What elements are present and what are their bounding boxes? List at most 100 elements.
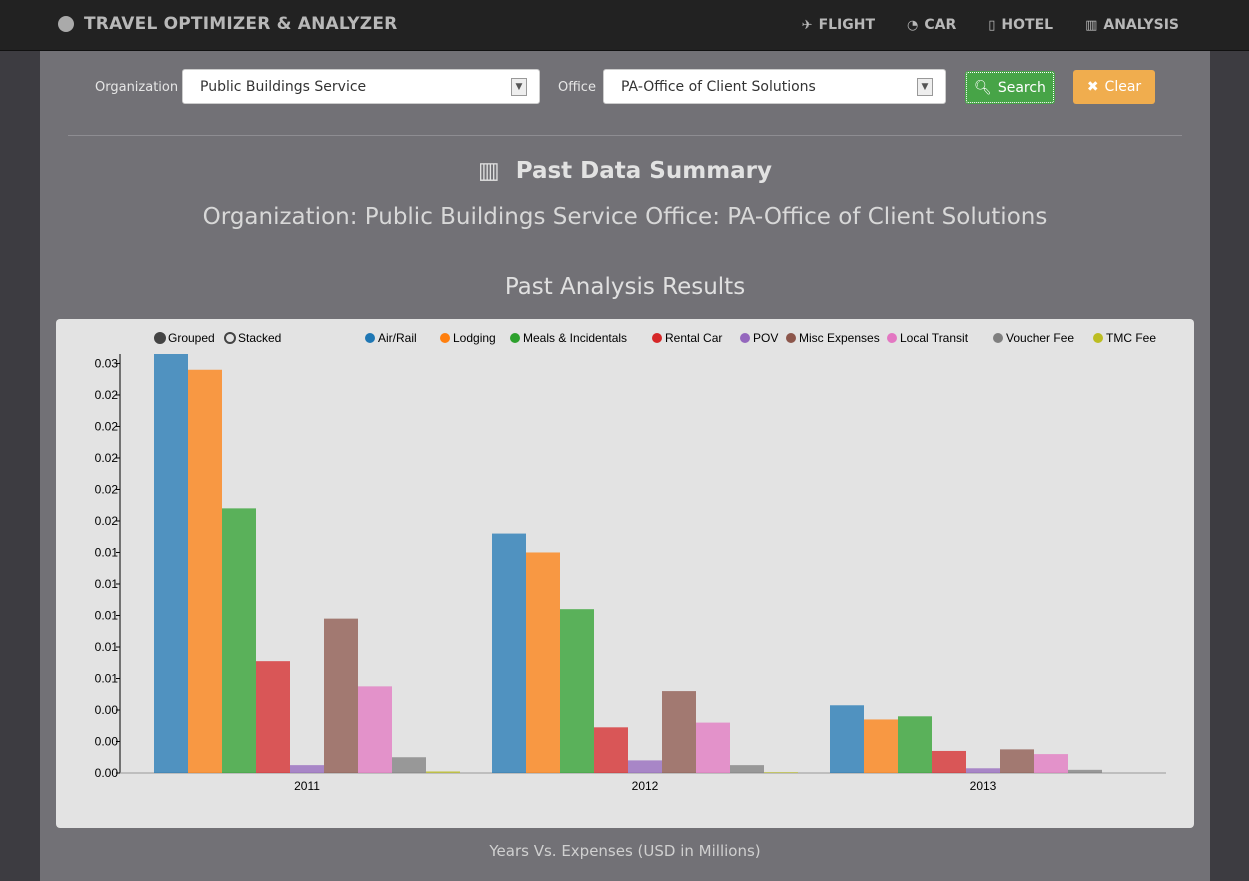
- legend-label[interactable]: Meals & Incidentals: [523, 331, 627, 345]
- legend-dot[interactable]: [993, 333, 1003, 343]
- page-title: ▥ Past Data Summary: [40, 158, 1210, 184]
- title-text: Past Data Summary: [515, 158, 773, 184]
- mode-label[interactable]: Stacked: [238, 331, 281, 345]
- bar-voucher-fee-2011[interactable]: [392, 757, 426, 773]
- results-title: Past Analysis Results: [504, 274, 746, 300]
- y-tick-label: 0.01: [95, 671, 119, 685]
- bar-misc-expenses-2013[interactable]: [1000, 749, 1034, 773]
- nav-flight[interactable]: ✈ FLIGHT: [802, 17, 875, 33]
- nav-label: CAR: [924, 17, 957, 33]
- search-icon: 🔍︎: [974, 79, 992, 96]
- y-tick-label: 0.02: [95, 451, 119, 465]
- legend-label[interactable]: TMC Fee: [1106, 331, 1156, 345]
- nav-analysis[interactable]: ▥ ANALYSIS: [1085, 17, 1179, 33]
- bar-local-transit-2013[interactable]: [1034, 754, 1068, 773]
- nav-car[interactable]: ◔ CAR: [907, 17, 956, 33]
- bar-air-rail-2012[interactable]: [492, 533, 526, 773]
- bar-voucher-fee-2013[interactable]: [1068, 769, 1102, 773]
- bar-chart-icon: ▥: [477, 158, 500, 184]
- brand[interactable]: TRAVEL OPTIMIZER & ANALYZER: [58, 14, 397, 34]
- legend-dot[interactable]: [1093, 333, 1103, 343]
- bar-misc-expenses-2011[interactable]: [324, 618, 358, 773]
- bar-local-transit-2011[interactable]: [358, 686, 392, 773]
- y-tick-label: 0.01: [95, 577, 119, 591]
- legend-dot[interactable]: [365, 333, 375, 343]
- chevron-down-icon: ▼: [511, 78, 527, 96]
- bar-chart: 0.00 0.00 0.00 0.01 0.01 0.01 0.01 0.01 0.02 0.02…: [95, 331, 1166, 793]
- bar-meals-incidentals-2012[interactable]: [560, 609, 594, 773]
- clear-button[interactable]: ✖ Clear: [1073, 70, 1155, 104]
- y-tick-label: 0.00: [95, 703, 119, 717]
- chart-footer: Years Vs. Expenses (USD in Millions): [489, 842, 761, 860]
- bar-rental-car-2011[interactable]: [256, 661, 290, 773]
- legend-label[interactable]: Local Transit: [900, 331, 969, 345]
- nav-label: ANALYSIS: [1103, 17, 1179, 33]
- legend-dot[interactable]: [510, 333, 520, 343]
- y-tick-label: 0.00: [95, 734, 119, 748]
- legend-dot[interactable]: [740, 333, 750, 343]
- office-label: Office: [558, 80, 596, 95]
- bar-lodging-2013[interactable]: [864, 719, 898, 773]
- office-select[interactable]: PA-Office of Client Solutions ▼: [603, 69, 946, 104]
- chevron-down-icon: ▼: [917, 78, 933, 96]
- legend-label[interactable]: Air/Rail: [378, 331, 417, 345]
- y-tick-label: 0.02: [95, 388, 119, 402]
- bar-meals-incidentals-2013[interactable]: [898, 716, 932, 773]
- bar-tmc-fee-2012[interactable]: [764, 772, 798, 773]
- organization-select[interactable]: Public Buildings Service ▼: [182, 69, 540, 104]
- y-tick-label: 0.03: [95, 356, 119, 370]
- nav-menu: ✈ FLIGHT ◔ CAR ▯ HOTEL ▥ ANALYSIS: [802, 17, 1179, 33]
- bar-lodging-2011[interactable]: [188, 369, 222, 773]
- bar-rental-car-2013[interactable]: [932, 750, 966, 773]
- radio-grouped[interactable]: [154, 332, 166, 344]
- legend-label[interactable]: Voucher Fee: [1006, 331, 1074, 345]
- nav-label: HOTEL: [1001, 17, 1054, 33]
- legend-dot[interactable]: [786, 333, 796, 343]
- legend-label[interactable]: Rental Car: [665, 331, 722, 345]
- bar-rental-car-2012[interactable]: [594, 727, 628, 773]
- building-icon: ▯: [988, 17, 996, 33]
- search-label: Search: [997, 79, 1046, 96]
- bar-air-rail-2011[interactable]: [154, 354, 188, 773]
- close-icon: ✖: [1086, 79, 1099, 95]
- nav-hotel[interactable]: ▯ HOTEL: [988, 17, 1053, 33]
- bar-lodging-2012[interactable]: [526, 552, 560, 773]
- bar-pov-2012[interactable]: [628, 760, 662, 773]
- bar-air-rail-2013[interactable]: [830, 705, 864, 773]
- mode-label[interactable]: Grouped: [168, 331, 215, 345]
- x-tick-label: 2012: [632, 779, 659, 793]
- legend-dot[interactable]: [440, 333, 450, 343]
- y-tick-label: 0.00: [95, 766, 119, 780]
- bar-voucher-fee-2012[interactable]: [730, 765, 764, 773]
- clear-label: Clear: [1104, 79, 1142, 95]
- legend-label[interactable]: Misc Expenses: [799, 331, 880, 345]
- bar-pov-2011[interactable]: [290, 765, 324, 773]
- organization-label: Organization: [95, 80, 179, 95]
- globe-icon: [58, 16, 74, 32]
- organization-value: Public Buildings Service: [200, 79, 367, 95]
- bar-chart-icon: ▥: [1085, 17, 1098, 33]
- y-tick-label: 0.02: [95, 514, 119, 528]
- y-tick-label: 0.02: [95, 419, 119, 433]
- legend-label[interactable]: Lodging: [453, 331, 496, 345]
- divider: [68, 135, 1182, 136]
- legend-dot[interactable]: [652, 333, 662, 343]
- nav-label: FLIGHT: [818, 17, 876, 33]
- navbar: TRAVEL OPTIMIZER & ANALYZER ✈ FLIGHT ◔ CAR ▯…: [0, 0, 1249, 51]
- y-tick-label: 0.01: [95, 640, 119, 654]
- search-button[interactable]: 🔍︎ Search: [965, 71, 1055, 104]
- x-tick-label: 2013: [970, 779, 997, 793]
- bar-tmc-fee-2011[interactable]: [426, 771, 460, 773]
- bar-misc-expenses-2012[interactable]: [662, 691, 696, 773]
- y-tick-label: 0.01: [95, 545, 119, 559]
- y-tick-label: 0.01: [95, 608, 119, 622]
- bar-pov-2013[interactable]: [966, 768, 1000, 773]
- y-tick-label: 0.02: [95, 482, 119, 496]
- radio-stacked[interactable]: [224, 332, 236, 344]
- bar-local-transit-2012[interactable]: [696, 722, 730, 773]
- bar-meals-incidentals-2011[interactable]: [222, 508, 256, 773]
- brand-text: TRAVEL OPTIMIZER & ANALYZER: [84, 14, 398, 34]
- chart-container: 0.00 0.00 0.00 0.01 0.01 0.01 0.01 0.01 0.02 0.02…: [56, 319, 1194, 828]
- legend-dot[interactable]: [887, 333, 897, 343]
- legend-label[interactable]: POV: [753, 331, 778, 345]
